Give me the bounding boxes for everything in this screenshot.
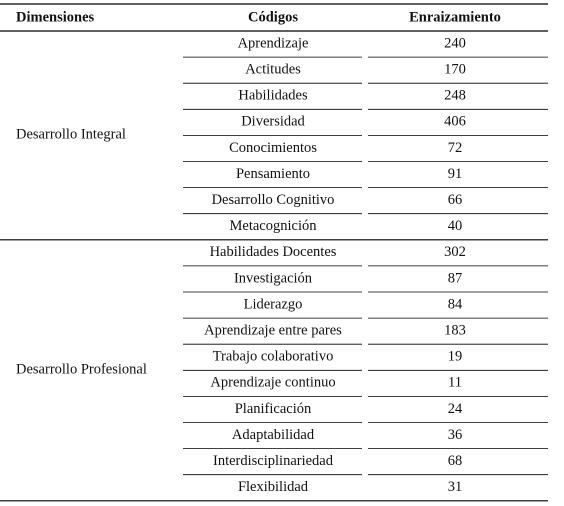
value-cell: 302 bbox=[444, 244, 466, 260]
value-cell: 240 bbox=[444, 35, 466, 51]
value-cell: 183 bbox=[444, 322, 466, 338]
code-cell: Liderazgo bbox=[244, 296, 303, 312]
header-cell: Códigos bbox=[248, 9, 298, 25]
value-cell: 87 bbox=[448, 270, 463, 286]
code-cell: Trabajo colaborativo bbox=[213, 349, 334, 365]
header-cell: Enraizamiento bbox=[409, 9, 501, 25]
code-cell: Desarrollo Cognitivo bbox=[212, 192, 335, 208]
code-cell: Aprendizaje entre pares bbox=[204, 322, 342, 338]
code-cell: Investigación bbox=[234, 270, 313, 286]
value-cell: 36 bbox=[448, 427, 463, 443]
value-cell: 11 bbox=[448, 375, 462, 391]
code-cell: Adaptabilidad bbox=[232, 427, 315, 443]
value-cell: 170 bbox=[444, 61, 466, 77]
value-cell: 248 bbox=[444, 88, 466, 104]
code-cell: Metacognición bbox=[230, 218, 318, 234]
code-cell: Conocimientos bbox=[229, 140, 317, 156]
value-cell: 66 bbox=[448, 192, 463, 208]
dimension-cell: Desarrollo Profesional bbox=[16, 362, 147, 378]
value-cell: 19 bbox=[448, 349, 463, 365]
code-cell: Pensamiento bbox=[236, 166, 310, 182]
code-cell: Habilidades Docentes bbox=[210, 244, 337, 260]
value-cell: 84 bbox=[448, 296, 463, 312]
code-cell: Diversidad bbox=[241, 114, 305, 130]
code-cell: Actitudes bbox=[245, 61, 301, 77]
value-cell: 72 bbox=[448, 140, 463, 156]
value-cell: 31 bbox=[448, 479, 463, 495]
code-cell: Aprendizaje bbox=[238, 35, 309, 51]
value-cell: 40 bbox=[448, 218, 463, 234]
header-cell: Dimensiones bbox=[16, 9, 95, 25]
code-cell: Habilidades bbox=[238, 88, 308, 104]
code-cell: Aprendizaje continuo bbox=[210, 375, 335, 391]
code-cell: Interdisciplinariedad bbox=[213, 453, 334, 469]
value-cell: 68 bbox=[448, 453, 463, 469]
value-cell: 406 bbox=[444, 114, 466, 130]
code-cell: Flexibilidad bbox=[238, 479, 309, 495]
value-cell: 91 bbox=[448, 166, 463, 182]
value-cell: 24 bbox=[448, 401, 463, 417]
code-cell: Planificación bbox=[235, 401, 312, 417]
dimension-cell: Desarrollo Integral bbox=[16, 127, 126, 143]
